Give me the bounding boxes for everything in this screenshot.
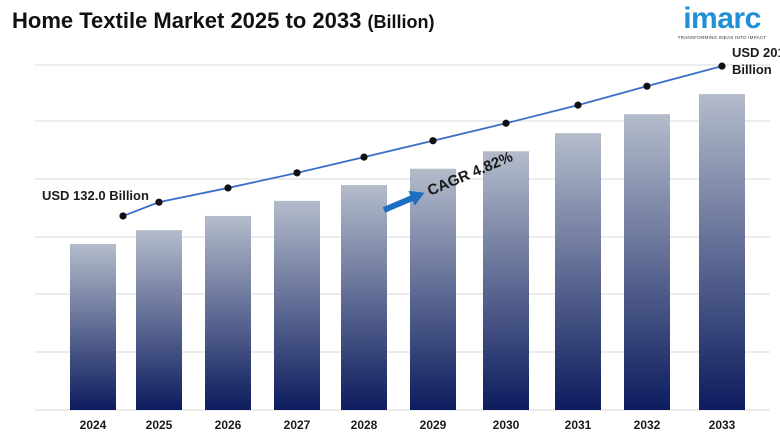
bar-2027 [274, 200, 320, 410]
logo-wordmark: imarc [683, 2, 761, 35]
trend-point-2028 [360, 153, 368, 161]
trend-point-2027 [293, 169, 301, 177]
bar-2031 [555, 133, 601, 410]
x-tick-label: 2031 [565, 418, 592, 432]
trend-point-2026 [224, 184, 232, 192]
trend-point-2024 [119, 212, 127, 220]
x-tick-label: 2030 [493, 418, 520, 432]
x-tick-label: 2033 [709, 418, 736, 432]
x-axis-tick-labels: 2024 2025 2026 2027 2028 2029 2030 2031 2032 2033 [80, 418, 736, 432]
imarc-logo: imarc TRANSFORMING IDEAS INTO IMPACT [674, 2, 770, 41]
x-tick-label: 2032 [634, 418, 661, 432]
bar-2032 [624, 114, 670, 410]
bar-2029 [410, 168, 456, 410]
end-value-label-line1: USD 201.5 [732, 45, 780, 60]
bar-2025 [136, 230, 182, 410]
start-value-label: USD 132.0 Billion [42, 188, 149, 203]
trend-point-2025 [155, 198, 163, 206]
trend-point-2033 [718, 62, 726, 70]
bar-2030 [483, 151, 529, 410]
chart-title: Home Textile Market 2025 to 2033 (Billio… [12, 8, 434, 34]
trend-point-2032 [643, 82, 651, 90]
x-tick-label: 2024 [80, 418, 107, 432]
bar-2033 [699, 94, 745, 410]
x-tick-label: 2025 [146, 418, 173, 432]
x-tick-label: 2027 [284, 418, 311, 432]
trend-polyline [122, 65, 723, 217]
chart-title-unit: (Billion) [367, 12, 435, 32]
logo-tagline: TRANSFORMING IDEAS INTO IMPACT [677, 35, 767, 40]
trend-line [119, 62, 726, 220]
end-value-label-line2: Billion [732, 62, 772, 77]
trend-point-2030 [502, 119, 510, 127]
bar-2024 [70, 243, 116, 410]
cagr-arrow-icon [382, 190, 425, 213]
bar-2028 [341, 185, 387, 410]
x-tick-label: 2026 [215, 418, 242, 432]
chart-title-text: Home Textile Market 2025 to 2033 [12, 8, 362, 33]
x-tick-label: 2029 [420, 418, 447, 432]
bar-2026 [205, 215, 251, 410]
trend-point-2029 [429, 137, 437, 145]
x-tick-label: 2028 [351, 418, 378, 432]
trend-point-2031 [574, 101, 582, 109]
bars [70, 94, 745, 410]
